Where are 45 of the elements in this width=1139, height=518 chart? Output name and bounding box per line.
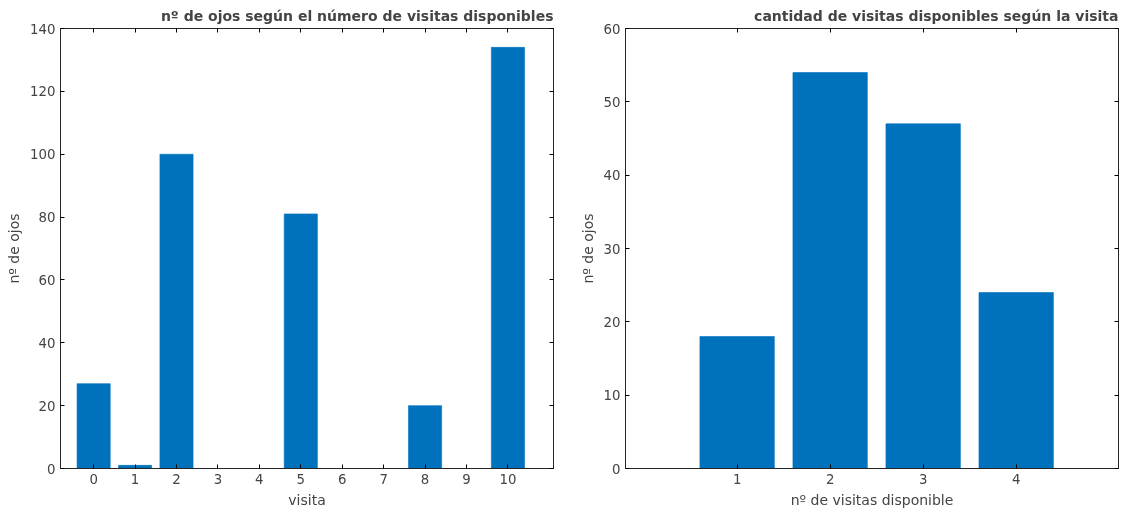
bar xyxy=(76,383,111,469)
x-tick-label: 2 xyxy=(172,471,181,487)
bar xyxy=(699,336,775,469)
x-tick-label: 0 xyxy=(89,471,98,487)
y-tick-label: 20 xyxy=(38,398,56,414)
y-tick-label: 10 xyxy=(603,388,621,404)
chart-title: nº de ojos según el número de visitas disponibles xyxy=(160,7,554,24)
bar xyxy=(885,123,961,469)
y-tick-label: 0 xyxy=(47,461,56,477)
y-tick-label: 140 xyxy=(30,21,56,37)
y-tick-label: 100 xyxy=(30,147,56,163)
y-tick-label: 20 xyxy=(603,314,621,330)
x-tick-label: 1 xyxy=(130,471,140,487)
y-tick-label: 60 xyxy=(38,272,56,288)
x-tick-label: 7 xyxy=(379,471,388,487)
x-tick-label: 1 xyxy=(732,471,742,487)
x-tick-label: 4 xyxy=(1011,471,1021,487)
y-tick-label: 40 xyxy=(38,335,56,351)
x-tick-label: 3 xyxy=(213,471,223,487)
chart-title: cantidad de visitas disponibles según la visita xyxy=(754,7,1119,24)
y-tick-label: 30 xyxy=(603,241,621,257)
bar xyxy=(978,292,1054,469)
x-axis-title: nº de visitas disponible xyxy=(790,491,954,508)
x-tick-label: 2 xyxy=(825,471,835,487)
y-tick-label: 40 xyxy=(603,168,621,184)
bar xyxy=(159,153,194,469)
y-tick-label: 80 xyxy=(38,210,56,226)
y-axis-title: nº de ojos xyxy=(579,213,596,284)
x-tick-label: 10 xyxy=(499,471,517,487)
bar xyxy=(283,213,318,469)
x-tick-label: 9 xyxy=(462,471,471,487)
x-tick-label: 6 xyxy=(337,471,347,487)
y-tick-label: 50 xyxy=(603,94,621,110)
x-tick-label: 3 xyxy=(918,471,928,487)
bar xyxy=(792,72,868,469)
x-tick-label: 4 xyxy=(255,471,264,487)
x-tick-label: 8 xyxy=(420,471,430,487)
y-tick-label: 60 xyxy=(603,21,621,37)
bar xyxy=(408,405,442,469)
x-tick-label: 5 xyxy=(296,471,306,487)
y-tick-label: 120 xyxy=(30,84,56,100)
y-tick-label: 0 xyxy=(612,461,621,477)
y-axis-title: nº de ojos xyxy=(6,213,23,284)
x-axis-title: visita xyxy=(288,491,326,508)
bar xyxy=(491,47,525,469)
